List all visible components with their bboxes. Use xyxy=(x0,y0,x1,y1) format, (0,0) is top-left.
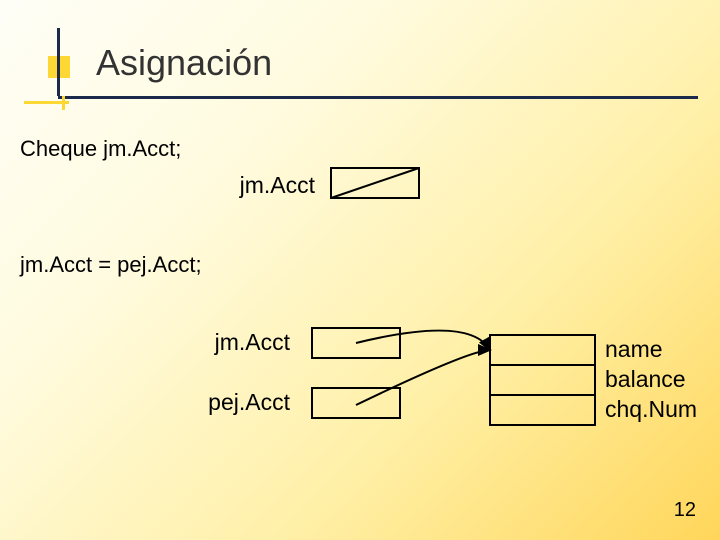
jm-box xyxy=(312,328,400,358)
null-slash xyxy=(331,168,419,198)
label-pejacct: pej.Acct xyxy=(180,389,290,416)
obj-cell-name xyxy=(490,335,595,365)
obj-cell-chqnum xyxy=(490,395,595,425)
slide: Asignación Cheque jm.Acct; jm.Acct jm.Ac… xyxy=(0,0,720,540)
code-line-2: jm.Acct = pej.Acct; xyxy=(20,252,202,278)
title-rule-vert-accent xyxy=(62,96,65,110)
jm-arrow xyxy=(356,331,490,350)
obj-cell-balance xyxy=(490,365,595,395)
code-line-1: Cheque jm.Acct; xyxy=(20,136,181,162)
page-number: 12 xyxy=(674,499,696,522)
field-label-balance: balance xyxy=(605,366,686,393)
field-label-chqnum: chq.Num xyxy=(605,396,697,423)
pej-box xyxy=(312,388,400,418)
null-box xyxy=(331,168,419,198)
title-rule-vert xyxy=(57,28,60,96)
slide-title: Asignación xyxy=(96,42,272,84)
field-label-name: name xyxy=(605,336,663,363)
label-jmacct-null: jm.Acct xyxy=(205,172,315,199)
title-rule-main xyxy=(58,96,698,99)
label-jmacct: jm.Acct xyxy=(180,329,290,356)
pej-arrow xyxy=(356,350,490,405)
